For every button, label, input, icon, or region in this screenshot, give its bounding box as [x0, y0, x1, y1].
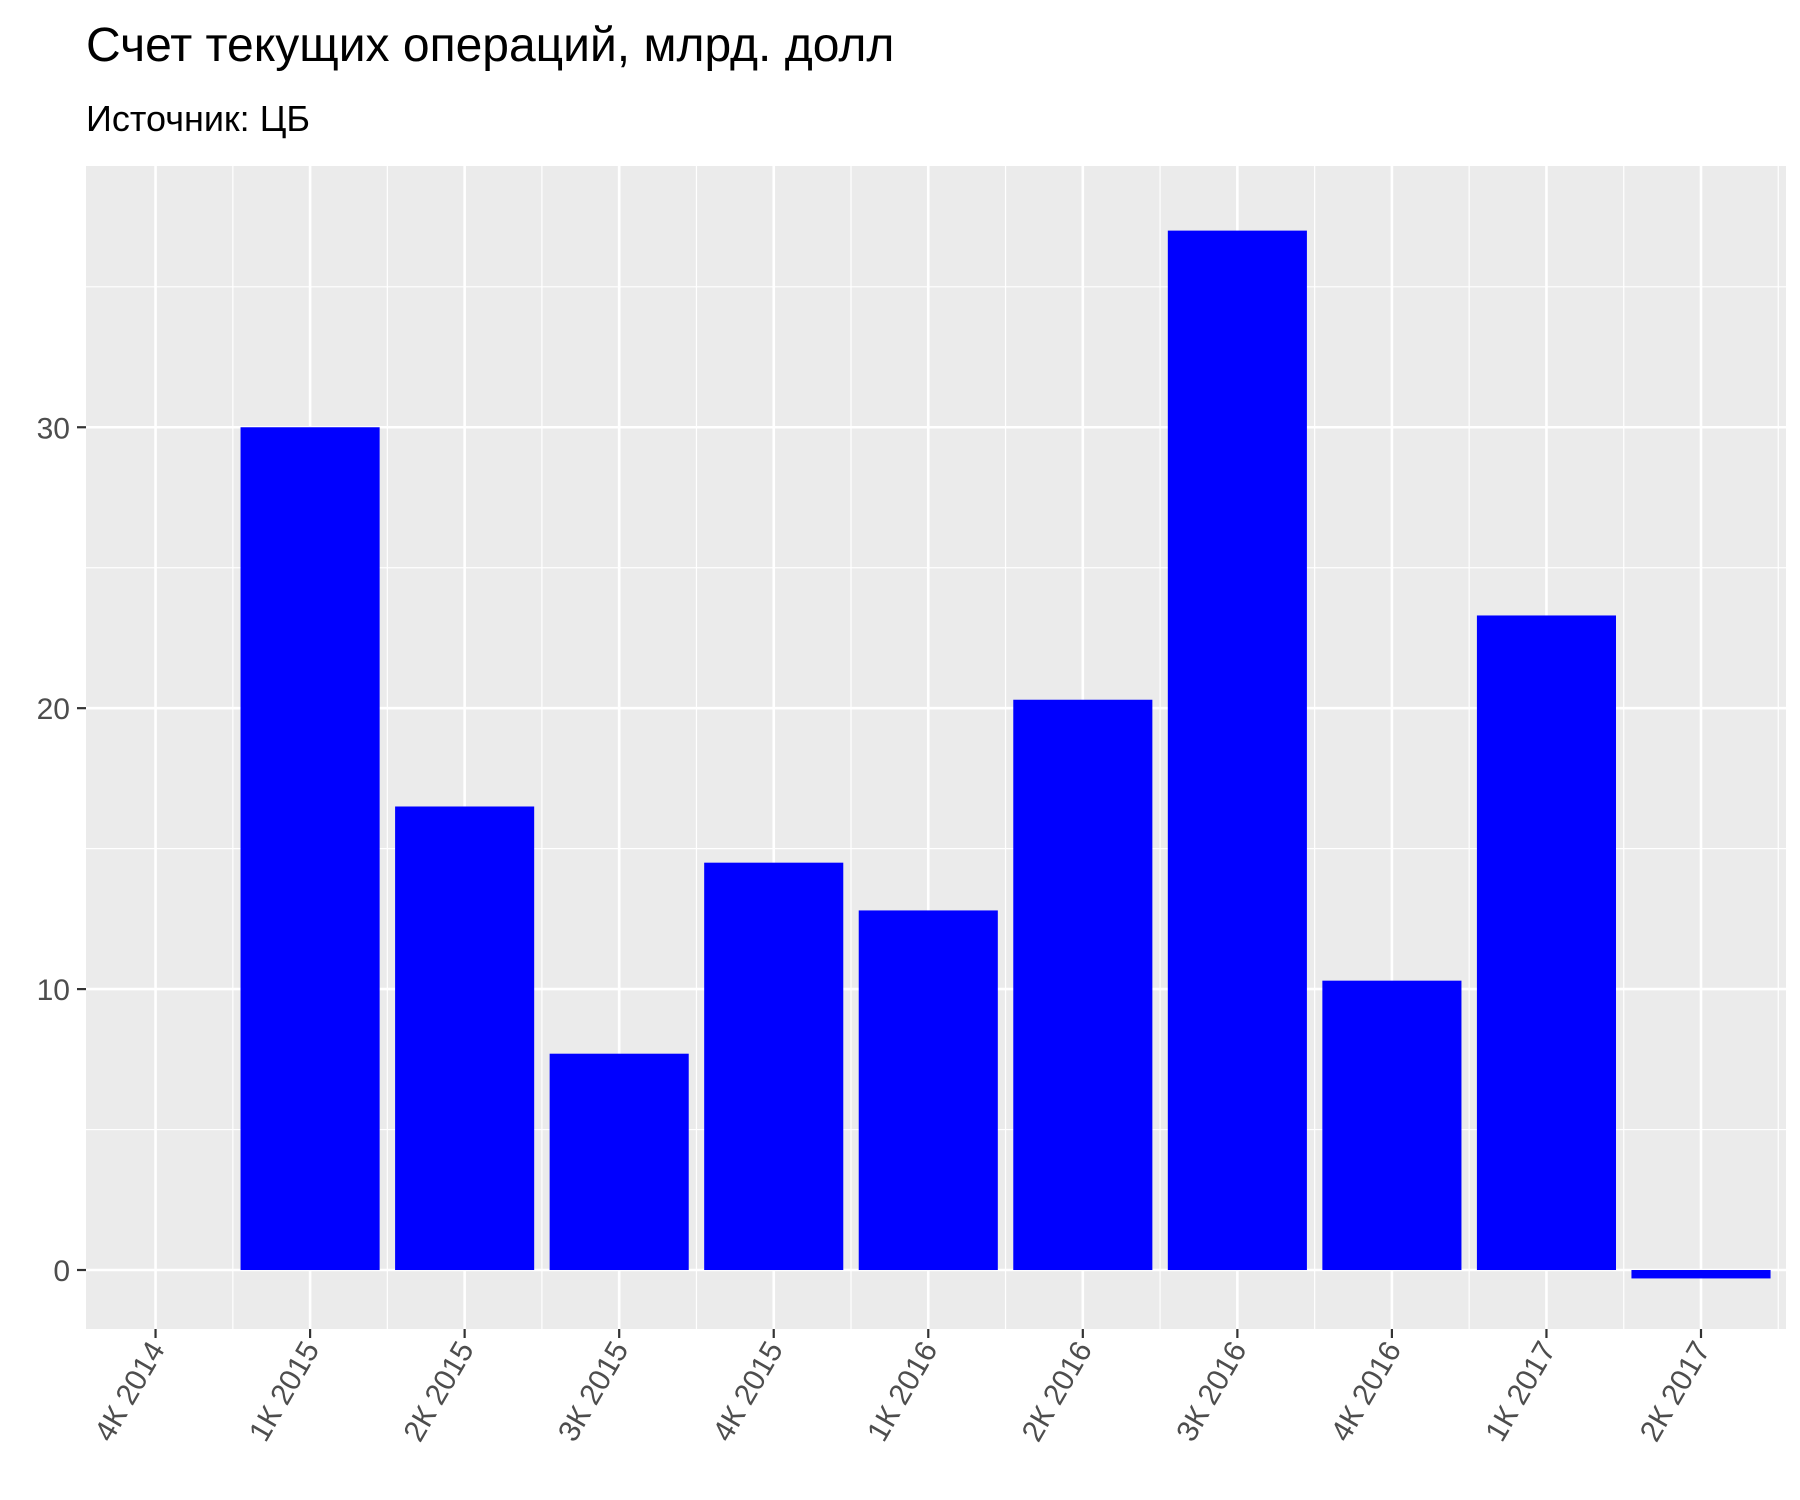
x-tick-label: 1К 2015 — [243, 1336, 326, 1447]
x-tick-label: 2К 2017 — [1634, 1336, 1717, 1447]
x-tick-label: 2К 2015 — [398, 1336, 481, 1447]
bar — [1631, 1270, 1771, 1279]
y-axis: 0 10 20 30 — [37, 412, 86, 1288]
y-tick-label: 30 — [37, 412, 70, 445]
y-tick-label: 0 — [53, 1255, 70, 1288]
chart-subtitle: Источник: ЦБ — [86, 98, 310, 139]
bar — [858, 910, 998, 1271]
bar — [1322, 980, 1462, 1271]
x-tick-label: 3К 2016 — [1170, 1336, 1253, 1447]
x-tick-label: 3К 2015 — [552, 1336, 635, 1447]
y-tick-label: 20 — [37, 693, 70, 726]
bars — [240, 230, 1771, 1279]
chart-title: Счет текущих операций, млрд. долл — [86, 19, 895, 72]
bar — [549, 1053, 689, 1271]
bar — [1476, 615, 1616, 1271]
bar — [240, 427, 380, 1271]
x-tick-label: 4К 2016 — [1325, 1336, 1408, 1447]
bar — [1013, 699, 1153, 1271]
y-tick-label: 10 — [37, 974, 70, 1007]
x-tick-label: 2К 2016 — [1016, 1336, 1099, 1447]
x-tick-label: 1К 2016 — [861, 1336, 944, 1447]
x-axis: 4К 2014 1К 2015 2К 2015 3К 2015 4К 2015 1К 20… — [88, 1329, 1717, 1447]
x-tick-label: 4К 2015 — [707, 1336, 790, 1447]
x-tick-label: 1К 2017 — [1479, 1336, 1562, 1447]
bar — [704, 862, 844, 1271]
bar — [395, 806, 535, 1271]
x-tick-label: 4К 2014 — [88, 1336, 171, 1447]
bar — [1167, 230, 1307, 1271]
